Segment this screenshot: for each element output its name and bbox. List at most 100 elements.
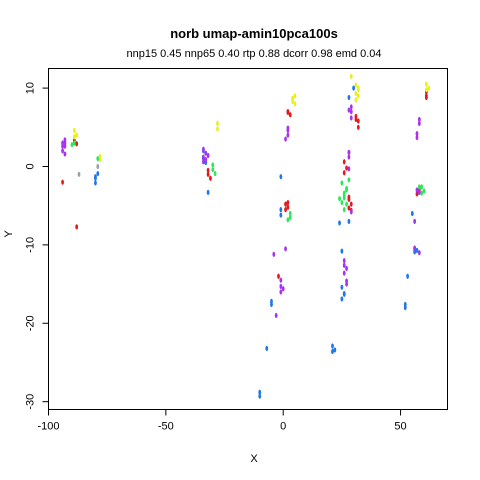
data-point: [420, 184, 424, 190]
x-tick-label: 50: [394, 421, 406, 433]
data-point: [342, 159, 346, 165]
data-point: [288, 210, 292, 217]
data-point: [342, 257, 346, 264]
data-point: [277, 273, 280, 279]
data-point: [75, 141, 79, 147]
data-point: [270, 301, 273, 308]
data-point: [209, 175, 212, 181]
data-point: [352, 85, 356, 91]
data-point: [216, 126, 219, 132]
data-point: [63, 140, 67, 146]
y-axis: 10 0 -10 -20 -30: [25, 82, 49, 410]
data-point: [61, 179, 64, 185]
data-point: [413, 249, 417, 255]
data-point: [72, 127, 76, 134]
data-point: [281, 286, 285, 292]
data-point: [70, 141, 74, 148]
data-point: [94, 180, 97, 186]
data-point: [202, 159, 205, 165]
data-point: [216, 120, 219, 126]
data-point: [415, 191, 419, 197]
data-point: [286, 109, 290, 115]
chart-title: norb umap-amin10pca100s: [170, 26, 338, 41]
data-point: [63, 151, 67, 157]
data-point: [272, 251, 276, 257]
data-point: [284, 201, 287, 207]
data-point: [424, 87, 428, 93]
data-point: [347, 177, 351, 183]
data-point: [258, 393, 262, 399]
data-point: [96, 156, 100, 162]
data-point: [345, 201, 348, 207]
data-point: [413, 245, 417, 251]
y-axis-label: Y: [3, 230, 15, 238]
data-point: [61, 148, 64, 154]
data-point: [72, 134, 76, 140]
data-point: [77, 171, 81, 177]
data-point: [347, 107, 351, 113]
y-tick-label: 10: [25, 82, 37, 94]
data-point: [206, 189, 210, 195]
data-point: [206, 171, 210, 177]
data-point: [340, 199, 344, 206]
data-point: [331, 348, 334, 355]
data-point: [342, 170, 346, 176]
data-point: [279, 207, 283, 213]
y-tick-label: -10: [25, 237, 37, 253]
data-point: [349, 209, 353, 215]
data-point: [354, 97, 358, 103]
data-point: [211, 162, 215, 168]
data-point: [333, 347, 337, 353]
data-point: [347, 154, 351, 160]
data-point: [356, 118, 360, 124]
data-point: [347, 205, 351, 211]
data-point: [354, 116, 358, 123]
data-point: [342, 290, 346, 297]
data-point: [258, 389, 262, 395]
data-point: [413, 218, 417, 224]
data-point: [403, 304, 407, 311]
data-point: [340, 296, 344, 302]
data-point: [286, 217, 290, 223]
data-point: [279, 174, 283, 180]
data-point: [72, 140, 76, 146]
data-point: [213, 170, 217, 177]
x-axis-label: X: [250, 453, 258, 465]
data-point: [206, 152, 210, 159]
data-point: [338, 196, 341, 202]
data-point: [342, 192, 346, 199]
data-point: [288, 214, 292, 221]
data-point: [75, 132, 79, 138]
data-point: [286, 132, 290, 138]
y-tick-label: -20: [25, 315, 37, 331]
x-axis: -100 -50 0 50: [37, 409, 407, 433]
data-point: [347, 166, 351, 172]
data-point: [417, 189, 421, 195]
points-layer: [61, 73, 431, 399]
x-tick-label: 0: [280, 421, 286, 433]
x-tick-label: -50: [158, 421, 174, 433]
data-point: [356, 124, 360, 130]
data-point: [354, 82, 358, 88]
data-point: [204, 156, 208, 163]
data-point: [284, 207, 287, 213]
data-point: [415, 187, 419, 193]
data-point: [293, 101, 297, 107]
data-point: [356, 93, 360, 99]
data-point: [286, 125, 290, 131]
data-point: [96, 170, 100, 177]
data-point: [345, 165, 348, 171]
data-point: [284, 136, 287, 142]
data-point: [342, 262, 346, 268]
data-point: [279, 283, 283, 290]
data-point: [417, 116, 421, 123]
data-point: [340, 180, 344, 186]
data-point: [349, 109, 353, 115]
data-point: [345, 265, 348, 271]
data-point: [417, 184, 421, 190]
data-point: [274, 312, 278, 319]
data-point: [206, 167, 210, 174]
data-point: [415, 130, 419, 137]
data-point: [349, 115, 353, 121]
